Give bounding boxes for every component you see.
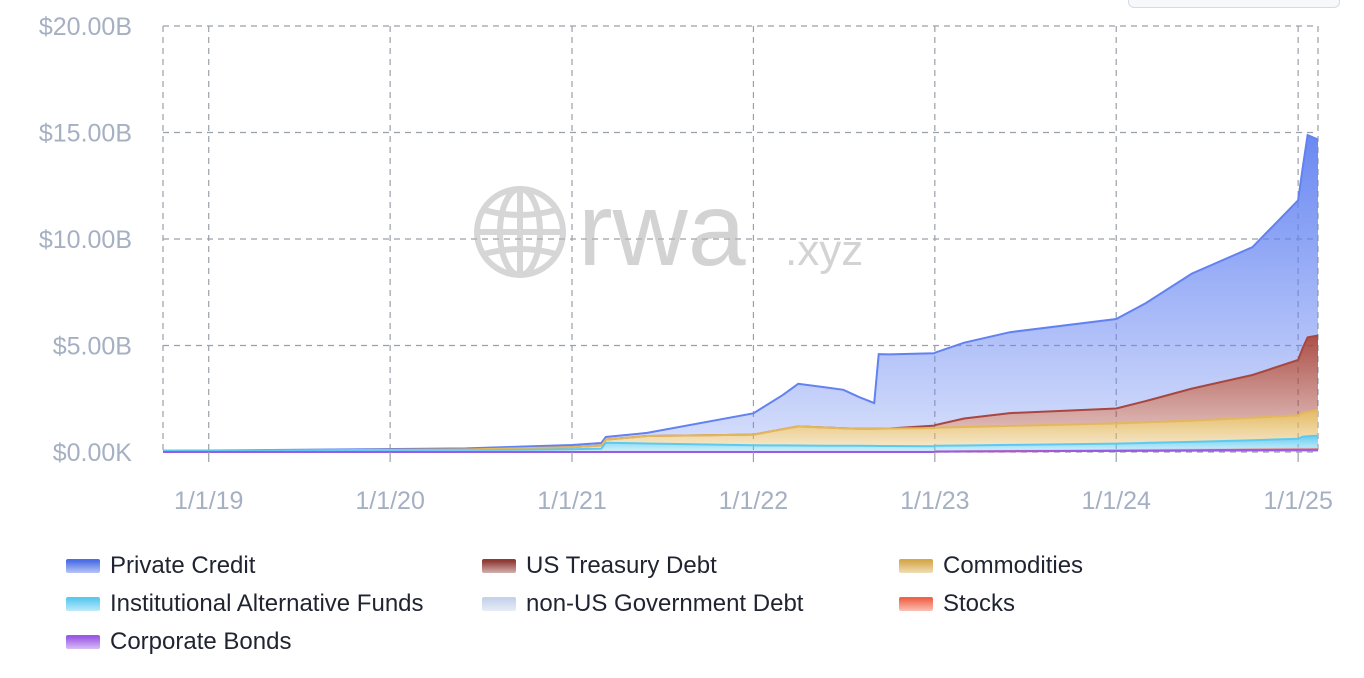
chart-svg: rwa .xyz $0.00K $5.00B $10.00B $15.00B $20.0… (39, 13, 1333, 515)
legend-swatch (899, 559, 933, 573)
legend-swatch (482, 597, 516, 611)
legend-label: Institutional Alternative Funds (110, 590, 424, 617)
y-tick-label: $20.00B (39, 13, 132, 41)
legend-label: non-US Government Debt (526, 590, 804, 617)
top-right-control[interactable] (1128, 0, 1340, 8)
legend-label: US Treasury Debt (526, 552, 717, 579)
area-us-treasury-debt (163, 335, 1318, 451)
area-commodities (163, 410, 1318, 451)
x-tick-label: 1/1/21 (537, 487, 607, 515)
line-private-credit (162, 133, 1319, 452)
y-tick-label: $5.00B (53, 333, 132, 361)
chart: rwa .xyz $0.00K $5.00B $10.00B $15.00B $20.0… (39, 13, 1333, 515)
legend-item-private-credit[interactable]: Private Credit (66, 552, 255, 580)
x-tick-label: 1/1/22 (719, 487, 789, 515)
legend-item-stocks[interactable]: Stocks (899, 590, 1015, 618)
globe-icon (474, 186, 566, 278)
legend-label: Commodities (943, 552, 1084, 579)
legend-item-institutional-alternative-funds[interactable]: Institutional Alternative Funds (66, 590, 424, 618)
legend-swatch (899, 597, 933, 611)
watermark-text: rwa (578, 172, 746, 288)
axes: $0.00K $5.00B $10.00B $15.00B $20.00B 1/1/19 1… (39, 13, 1333, 515)
line-corporate-bonds (163, 448, 1318, 453)
legend-item-non-us-government-debt[interactable]: non-US Government Debt (482, 590, 803, 618)
area-private-credit (163, 135, 1318, 451)
legend-label: Corporate Bonds (110, 628, 292, 655)
x-tick-label: 1/1/20 (355, 487, 425, 515)
x-tick-label: 1/1/25 (1263, 487, 1333, 515)
watermark: rwa .xyz (474, 172, 863, 288)
legend-item-us-treasury-debt[interactable]: US Treasury Debt (482, 552, 717, 580)
line-commodities (162, 409, 1319, 452)
area-institutional-alternative-funds (163, 435, 1318, 452)
y-tick-label: $10.00B (39, 226, 132, 254)
legend-label: Private Credit (110, 552, 256, 579)
legend-item-commodities[interactable]: Commodities (899, 552, 1083, 580)
y-tick-label: $0.00K (53, 439, 133, 467)
x-tick-label: 1/1/23 (900, 487, 970, 515)
x-tick-label: 1/1/24 (1081, 487, 1151, 515)
legend-swatch (66, 559, 100, 573)
watermark-suffix: .xyz (785, 226, 863, 275)
legend-swatch (66, 597, 100, 611)
legend-swatch (66, 635, 100, 649)
series-areas (162, 133, 1319, 453)
y-tick-label: $15.00B (39, 120, 132, 148)
legend-label: Stocks (943, 590, 1016, 617)
x-tick-label: 1/1/19 (174, 487, 244, 515)
legend-swatch (482, 559, 516, 573)
legend-item-corporate-bonds[interactable]: Corporate Bonds (66, 628, 291, 656)
line-institutional-alternative-funds (162, 434, 1319, 452)
